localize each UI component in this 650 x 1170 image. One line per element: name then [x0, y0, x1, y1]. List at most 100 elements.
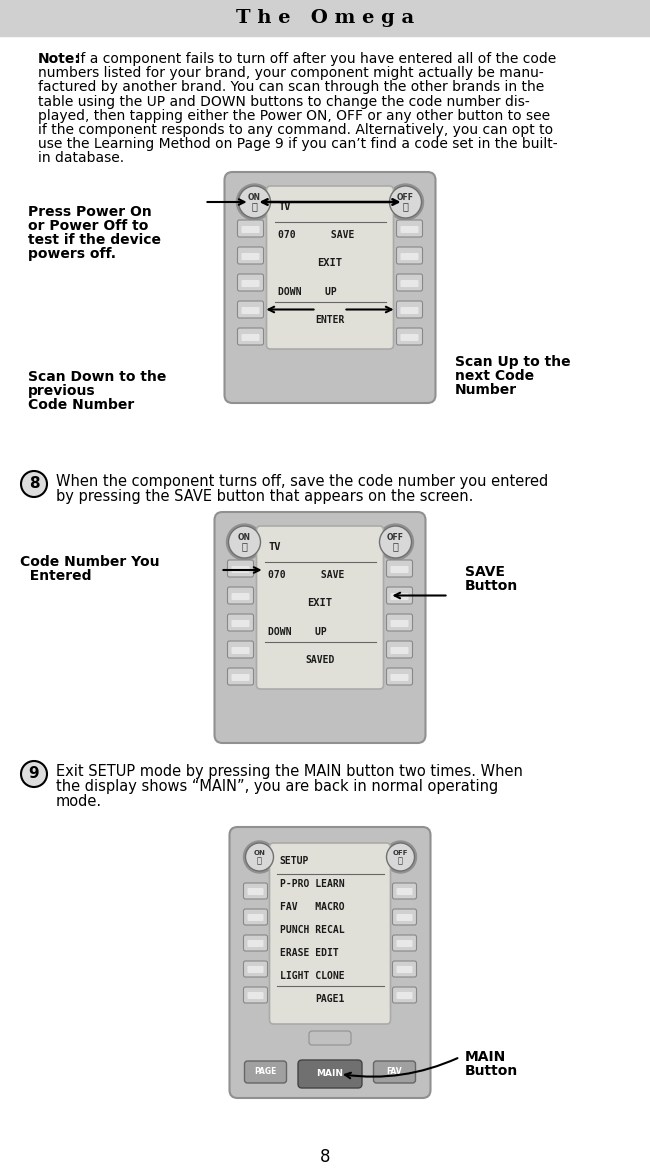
FancyBboxPatch shape	[237, 274, 263, 291]
FancyBboxPatch shape	[248, 966, 263, 973]
FancyBboxPatch shape	[244, 935, 268, 951]
Text: previous: previous	[28, 384, 96, 398]
FancyBboxPatch shape	[400, 253, 419, 260]
Text: SAVE: SAVE	[465, 565, 505, 579]
FancyBboxPatch shape	[396, 247, 422, 264]
Text: 9: 9	[29, 766, 39, 782]
FancyBboxPatch shape	[231, 620, 250, 627]
Text: OFF: OFF	[397, 193, 414, 201]
FancyBboxPatch shape	[400, 307, 419, 314]
FancyBboxPatch shape	[396, 940, 413, 947]
Text: numbers listed for your brand, your component might actually be manu-: numbers listed for your brand, your comp…	[38, 67, 544, 81]
FancyBboxPatch shape	[387, 641, 413, 658]
Text: TV: TV	[278, 201, 291, 212]
FancyBboxPatch shape	[400, 280, 419, 287]
Text: If a component fails to turn off after you have entered all of the code: If a component fails to turn off after y…	[72, 51, 556, 66]
FancyBboxPatch shape	[244, 1061, 287, 1083]
Text: PAGE: PAGE	[254, 1067, 277, 1076]
FancyBboxPatch shape	[227, 587, 254, 604]
FancyBboxPatch shape	[227, 560, 254, 577]
Text: 070      SAVE: 070 SAVE	[278, 230, 355, 240]
Circle shape	[21, 760, 47, 787]
FancyBboxPatch shape	[374, 1061, 415, 1083]
Text: mode.: mode.	[56, 794, 102, 808]
FancyBboxPatch shape	[231, 566, 250, 573]
Text: LIGHT CLONE: LIGHT CLONE	[280, 971, 344, 982]
Circle shape	[387, 184, 424, 220]
Text: Button: Button	[465, 1064, 518, 1078]
Text: in database.: in database.	[38, 151, 124, 165]
FancyBboxPatch shape	[400, 333, 419, 340]
Text: Press Power On: Press Power On	[28, 205, 151, 219]
FancyBboxPatch shape	[396, 274, 422, 291]
Text: powers off.: powers off.	[28, 247, 116, 261]
Text: Number: Number	[455, 383, 517, 397]
Text: FAV: FAV	[387, 1067, 402, 1076]
Text: ⏻: ⏻	[398, 856, 403, 866]
Text: ON: ON	[248, 193, 261, 201]
FancyBboxPatch shape	[231, 647, 250, 654]
FancyBboxPatch shape	[214, 512, 426, 743]
Text: When the component turns off, save the code number you entered: When the component turns off, save the c…	[56, 474, 548, 489]
Circle shape	[246, 844, 274, 870]
FancyBboxPatch shape	[244, 961, 268, 977]
FancyBboxPatch shape	[387, 668, 413, 684]
Text: OFF: OFF	[393, 849, 408, 856]
FancyBboxPatch shape	[387, 614, 413, 631]
FancyBboxPatch shape	[231, 674, 250, 681]
FancyBboxPatch shape	[391, 593, 408, 600]
Text: MAIN: MAIN	[465, 1049, 506, 1064]
FancyBboxPatch shape	[391, 647, 408, 654]
FancyBboxPatch shape	[387, 587, 413, 604]
Text: ⏻: ⏻	[257, 856, 262, 866]
Circle shape	[389, 186, 421, 218]
Text: next Code: next Code	[455, 369, 534, 383]
Text: ⏻: ⏻	[242, 541, 248, 551]
FancyBboxPatch shape	[242, 253, 259, 260]
FancyBboxPatch shape	[391, 566, 408, 573]
Text: the display shows “MAIN”, you are back in normal operating: the display shows “MAIN”, you are back i…	[56, 779, 499, 794]
FancyBboxPatch shape	[396, 992, 413, 999]
FancyBboxPatch shape	[237, 247, 263, 264]
FancyBboxPatch shape	[391, 674, 408, 681]
FancyBboxPatch shape	[244, 987, 268, 1003]
Circle shape	[380, 526, 411, 558]
FancyBboxPatch shape	[393, 935, 417, 951]
Circle shape	[385, 841, 417, 873]
Text: OFF: OFF	[387, 532, 404, 542]
Text: ⏻: ⏻	[402, 201, 408, 211]
Text: Code Number: Code Number	[28, 398, 135, 412]
Text: Code Number You: Code Number You	[20, 555, 159, 569]
Text: factured by another brand. You can scan through the other brands in the: factured by another brand. You can scan …	[38, 81, 544, 95]
FancyBboxPatch shape	[242, 307, 259, 314]
Circle shape	[237, 184, 272, 220]
Text: Exit SETUP mode by pressing the MAIN button two times. When: Exit SETUP mode by pressing the MAIN but…	[56, 764, 523, 779]
Text: played, then tapping either the Power ON, OFF or any other button to see: played, then tapping either the Power ON…	[38, 109, 550, 123]
Text: ENTER: ENTER	[315, 315, 344, 325]
FancyBboxPatch shape	[242, 226, 259, 233]
Circle shape	[239, 186, 270, 218]
FancyBboxPatch shape	[270, 844, 391, 1024]
Text: Scan Down to the: Scan Down to the	[28, 370, 166, 384]
FancyBboxPatch shape	[242, 333, 259, 340]
FancyBboxPatch shape	[396, 301, 422, 318]
Text: P-PRO LEARN: P-PRO LEARN	[280, 879, 344, 889]
Text: DOWN    UP: DOWN UP	[268, 627, 327, 636]
FancyBboxPatch shape	[391, 620, 408, 627]
Text: use the Learning Method on Page 9 if you can’t find a code set in the built-: use the Learning Method on Page 9 if you…	[38, 137, 558, 151]
Text: ON: ON	[238, 532, 251, 542]
FancyBboxPatch shape	[248, 888, 263, 895]
Text: MAIN: MAIN	[317, 1069, 343, 1079]
FancyBboxPatch shape	[400, 226, 419, 233]
FancyBboxPatch shape	[298, 1060, 362, 1088]
Text: Scan Up to the: Scan Up to the	[455, 355, 571, 369]
Text: 070      SAVE: 070 SAVE	[268, 570, 345, 580]
Text: Button: Button	[465, 579, 518, 593]
FancyBboxPatch shape	[237, 328, 263, 345]
Text: ⏻: ⏻	[393, 541, 398, 551]
Circle shape	[229, 526, 261, 558]
FancyBboxPatch shape	[224, 172, 436, 402]
Circle shape	[387, 844, 415, 870]
Text: ⏻: ⏻	[252, 201, 257, 211]
FancyBboxPatch shape	[266, 186, 393, 349]
